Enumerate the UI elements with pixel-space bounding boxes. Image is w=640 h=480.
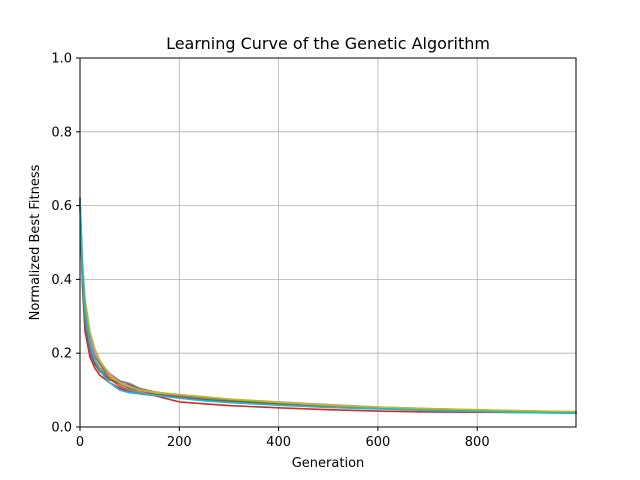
x-tick-label: 200 [167,435,192,450]
y-tick-label: 0.6 [51,199,72,214]
x-axis-label: Generation [292,456,365,471]
plot-frame [79,57,577,428]
axis-ticks: 0 200 400 600 800 0.0 0.2 0.4 0.6 0.8 1.0 [51,52,489,451]
series-lines [79,197,577,415]
y-tick-label: 0.4 [51,273,72,288]
x-tick-label: 0 [76,435,84,450]
x-tick-label: 600 [365,435,390,450]
series-line-10 [79,197,577,415]
chart-title: Learning Curve of the Genetic Algorithm [166,34,490,53]
y-tick-label: 0.2 [51,347,72,362]
y-axis-label: Normalized Best Fitness [28,164,43,320]
series-line-9 [79,201,577,413]
y-tick-label: 1.0 [51,52,72,67]
x-tick-label: 400 [266,435,291,450]
y-tick-label: 0.8 [51,125,72,140]
y-tick-label: 0.0 [51,421,72,436]
x-tick-label: 800 [465,435,490,450]
